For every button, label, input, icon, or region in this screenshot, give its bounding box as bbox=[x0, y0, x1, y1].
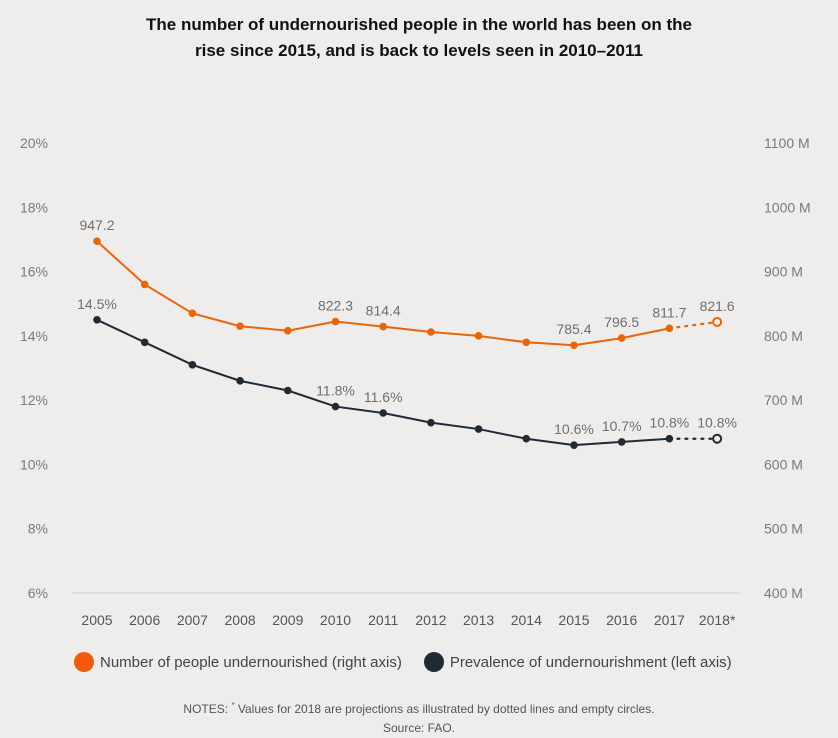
legend-item-people: Number of people undernourished (right a… bbox=[74, 652, 402, 672]
series-point bbox=[617, 334, 626, 342]
legend-label-prevalence: Prevalence of undernourishment (left axi… bbox=[449, 653, 732, 671]
series-data-label: 10.8% bbox=[650, 415, 690, 431]
series-point bbox=[427, 328, 435, 336]
series-data-label: 11.6% bbox=[364, 389, 403, 405]
series-point bbox=[140, 338, 149, 347]
x-axis-tick-label: 2006 bbox=[129, 612, 160, 628]
x-axis-tick-label: 2005 bbox=[81, 612, 112, 628]
series-point bbox=[284, 386, 292, 395]
series-prevalence: 14.5% 11.8% 11.6% 10.6% 10.7% 10.8% 10.8% bbox=[77, 296, 737, 449]
x-axis-tick-label: 2010 bbox=[320, 612, 351, 628]
x-axis-tick-label: 2017 bbox=[654, 612, 685, 628]
series-point bbox=[236, 322, 244, 331]
series-point bbox=[570, 341, 578, 350]
right-axis-tick-label: 500 M bbox=[764, 521, 803, 537]
series-point bbox=[284, 326, 292, 335]
right-axis-tick-label: 900 M bbox=[764, 264, 803, 280]
left-axis-tick-label: 8% bbox=[28, 521, 48, 537]
series-point bbox=[522, 338, 531, 347]
chart-title-line-2: rise since 2015, and is back to levels s… bbox=[195, 41, 643, 60]
series-data-label: 947.2 bbox=[79, 217, 114, 233]
series-point bbox=[331, 317, 340, 326]
x-axis-tick-label: 2015 bbox=[558, 612, 589, 628]
series-projection-line bbox=[668, 320, 719, 330]
right-axis-tick-label: 1000 M bbox=[764, 199, 811, 215]
legend-item-prevalence: Prevalence of undernourishment (left axi… bbox=[423, 652, 732, 672]
notes-text: Values for 2018 are projections as illus… bbox=[234, 702, 655, 716]
chart-title-line-1: The number of undernourished people in t… bbox=[146, 15, 692, 34]
left-axis-ticks: 6% 8% 10% 12% 14% 16% 18% 20% bbox=[20, 135, 48, 601]
x-axis-tick-label: 2007 bbox=[177, 612, 208, 628]
x-axis-tick-label: 2008 bbox=[225, 612, 256, 628]
series-point bbox=[522, 434, 531, 443]
series-point bbox=[474, 332, 483, 340]
series-projected-point bbox=[712, 433, 723, 444]
x-axis-ticks: 2005 2006 2007 2008 2009 2010 2011 2012 2013 2014… bbox=[81, 612, 736, 628]
x-axis-tick-label: 2013 bbox=[463, 612, 494, 628]
legend: Number of people undernourished (right a… bbox=[74, 650, 754, 674]
series-point bbox=[617, 438, 626, 446]
notes: NOTES: * Values for 2018 are projections… bbox=[0, 696, 838, 738]
left-axis-tick-label: 18% bbox=[20, 199, 48, 215]
series-point bbox=[236, 377, 244, 385]
series-point bbox=[93, 315, 101, 324]
series-data-label: 821.6 bbox=[700, 298, 735, 314]
x-axis-tick-label: 2012 bbox=[415, 612, 446, 628]
series-data-label: 811.7 bbox=[652, 304, 686, 320]
chart-title: The number of undernourished people in t… bbox=[0, 12, 838, 64]
left-axis-tick-label: 10% bbox=[20, 456, 48, 472]
series-point bbox=[427, 418, 435, 427]
notes-prefix: NOTES: bbox=[183, 702, 232, 716]
series-data-label: 10.8% bbox=[697, 415, 737, 431]
series-point bbox=[379, 409, 388, 417]
series-point bbox=[379, 322, 388, 331]
left-axis-tick-label: 20% bbox=[20, 135, 48, 151]
series-data-label: 785.4 bbox=[556, 321, 591, 337]
series-data-label: 10.7% bbox=[602, 418, 642, 434]
legend-swatch-dark bbox=[423, 652, 444, 672]
series-point bbox=[665, 434, 674, 443]
line-chart: 6% 8% 10% 12% 14% 16% 18% 20% 400 M 500 M 600 M 70… bbox=[20, 135, 811, 628]
series-point bbox=[93, 237, 101, 246]
right-axis-ticks: 400 M 500 M 600 M 700 M 800 M 900 M 1000 M 1100… bbox=[764, 135, 811, 601]
x-axis-tick-label: 2011 bbox=[368, 612, 398, 628]
left-axis-tick-label: 12% bbox=[20, 392, 48, 408]
right-axis-tick-label: 1100 M bbox=[764, 135, 810, 151]
x-axis-tick-label: 2016 bbox=[606, 612, 637, 628]
series-point bbox=[188, 309, 197, 318]
notes-marker: * bbox=[231, 701, 235, 710]
series-projected-point bbox=[712, 316, 723, 327]
right-axis-tick-label: 400 M bbox=[764, 585, 803, 601]
legend-label-people: Number of people undernourished (right a… bbox=[100, 653, 402, 671]
series-point bbox=[474, 425, 483, 433]
left-axis-tick-label: 16% bbox=[20, 264, 48, 280]
series-data-label: 14.5% bbox=[77, 296, 117, 312]
notes-line: NOTES: * Values for 2018 are projections… bbox=[0, 696, 838, 719]
series-point bbox=[140, 280, 149, 289]
series-point bbox=[188, 360, 197, 369]
series-point bbox=[665, 324, 674, 333]
right-axis-tick-label: 800 M bbox=[764, 328, 803, 344]
series-point bbox=[331, 402, 340, 411]
series-data-label: 11.8% bbox=[316, 383, 355, 399]
x-axis-tick-label: 2018* bbox=[699, 612, 736, 628]
series-people: 947.2 822.3 814.4 785.4 796.5 811.7 821.6 bbox=[79, 217, 735, 350]
left-axis-tick-label: 6% bbox=[28, 585, 48, 601]
series-data-label: 814.4 bbox=[366, 303, 401, 319]
left-axis-tick-label: 14% bbox=[20, 328, 48, 344]
series-data-label: 796.5 bbox=[604, 314, 639, 330]
right-axis-tick-label: 600 M bbox=[764, 456, 803, 472]
notes-source: Source: FAO. bbox=[382, 721, 456, 735]
x-axis-tick-label: 2014 bbox=[511, 612, 542, 628]
x-axis-tick-label: 2009 bbox=[272, 612, 303, 628]
series-point bbox=[570, 441, 578, 449]
series-data-label: 822.3 bbox=[318, 298, 353, 314]
legend-swatch-orange bbox=[74, 652, 94, 672]
series-data-label: 10.6% bbox=[554, 421, 594, 437]
right-axis-tick-label: 700 M bbox=[764, 392, 803, 408]
